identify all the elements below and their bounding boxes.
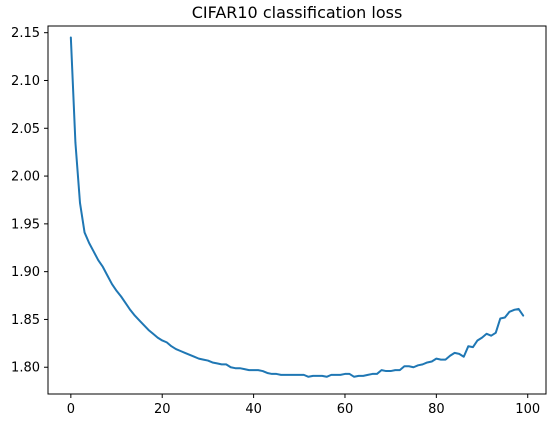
plot-area xyxy=(47,25,547,395)
y-axis: 1.80 1.85 1.90 1.95 2.00 2.05 2.10 2.15 xyxy=(11,26,48,376)
y-tick-label: 2.05 xyxy=(11,122,40,137)
x-tick-label: 80 xyxy=(428,402,445,417)
y-tick-label: 1.85 xyxy=(11,313,40,328)
y-tick-label: 2.00 xyxy=(11,170,40,185)
x-tick-label: 20 xyxy=(154,402,171,417)
y-tick-label: 1.95 xyxy=(11,217,40,232)
x-tick-label: 100 xyxy=(515,402,540,417)
y-tick-label: 2.10 xyxy=(11,74,40,89)
axes-frame xyxy=(47,25,547,395)
y-tick-label: 1.80 xyxy=(11,361,40,376)
series-layer xyxy=(69,36,525,378)
x-tick-label: 40 xyxy=(245,402,262,417)
x-tick-label: 60 xyxy=(337,402,354,417)
series-line-0 xyxy=(69,36,525,378)
x-tick-label: 0 xyxy=(67,402,75,417)
y-tick-label: 2.15 xyxy=(11,26,40,41)
chart-title: CIFAR10 classification loss xyxy=(192,3,403,22)
y-tick-label: 1.90 xyxy=(11,265,40,280)
x-axis: 0 20 40 60 80 100 xyxy=(67,394,540,417)
